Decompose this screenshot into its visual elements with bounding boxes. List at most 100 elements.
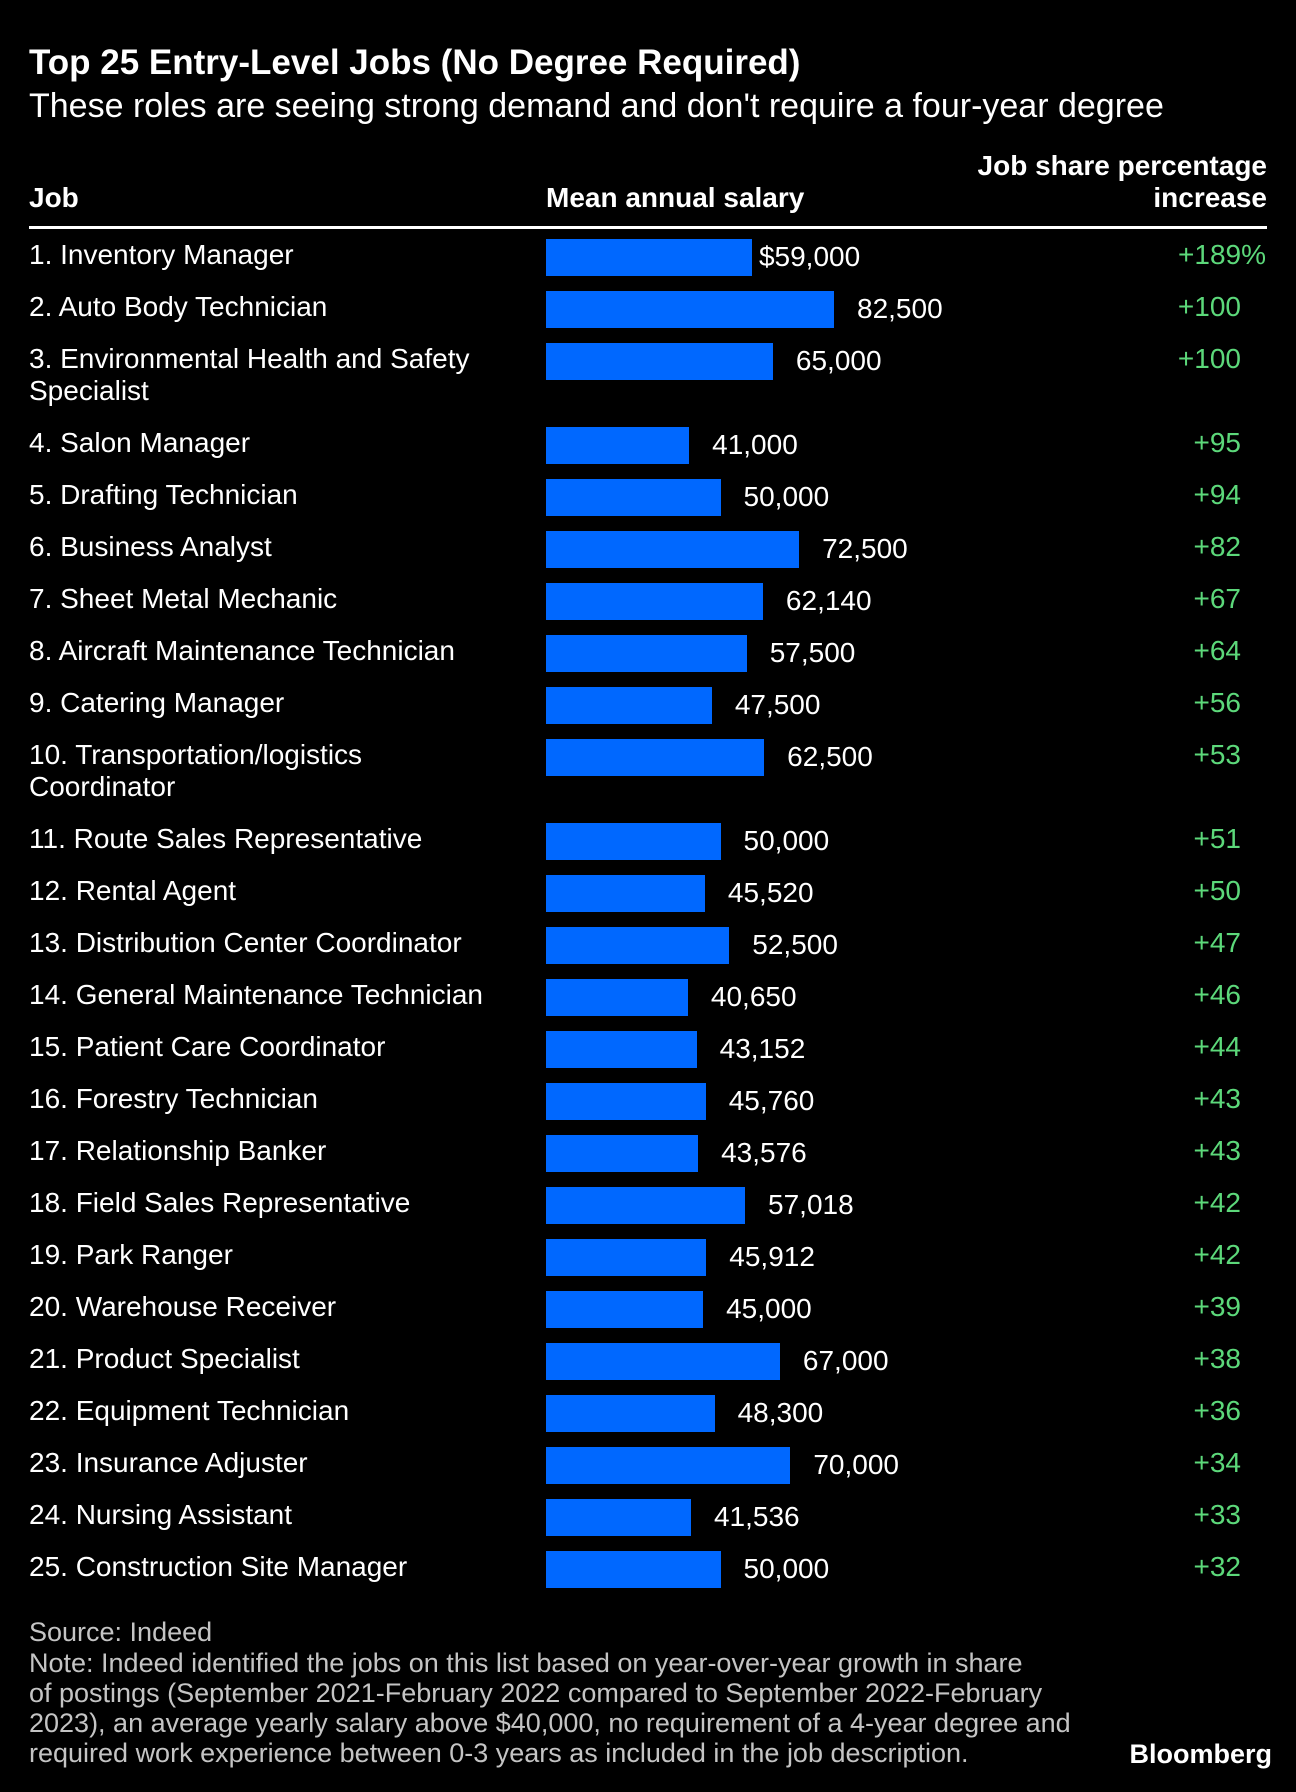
- increase-label: +38: [1193, 1343, 1242, 1374]
- table-row: 6. Business Analyst 72,500 +82: [0, 525, 1296, 577]
- increase-label: +43: [1193, 1083, 1242, 1114]
- increase-label: +44: [1193, 1031, 1242, 1062]
- salary-bar: [546, 427, 690, 464]
- salary-value-label: 48,300: [737, 1397, 824, 1428]
- job-label: 10. Transportation/logistics Coordinator: [29, 739, 363, 802]
- increase-label: +94: [1193, 479, 1242, 510]
- increase-label: +42: [1193, 1239, 1242, 1270]
- table-row: 4. Salon Manager 41,000 +95: [0, 421, 1296, 473]
- job-label: 11. Route Sales Representative: [29, 823, 423, 854]
- table-row: 23. Insurance Adjuster 70,000 +34: [0, 1441, 1296, 1493]
- chart-rows: 1. Inventory Manager $59,000 +189% 2. Auto …: [0, 233, 1296, 1597]
- increase-label: +51: [1193, 823, 1242, 854]
- table-row: 13. Distribution Center Coordinator 52,50…: [0, 921, 1296, 973]
- salary-value-label: 45,912: [729, 1241, 815, 1272]
- job-label: 8. Aircraft Maintenance Technician: [29, 635, 455, 666]
- increase-label: +46: [1193, 979, 1242, 1010]
- increase-label: +82: [1193, 531, 1242, 562]
- source-note: Source: Indeed: [29, 1617, 213, 1647]
- salary-bar: [546, 927, 730, 964]
- salary-bar: [546, 1031, 697, 1068]
- salary-value-label: 50,000: [743, 481, 830, 512]
- table-row: 3. Environmental Health and Safety Speci…: [0, 337, 1296, 421]
- table-row: 15. Patient Care Coordinator 43,152 +44: [0, 1025, 1296, 1077]
- salary-bar: [546, 1187, 746, 1224]
- header-divider: [29, 226, 1267, 229]
- salary-value-label: 45,520: [727, 877, 814, 908]
- increase-label: +50: [1193, 875, 1242, 906]
- table-row: 22. Equipment Technician 48,300 +36: [0, 1389, 1296, 1441]
- salary-value-label: 50,000: [743, 825, 830, 856]
- salary-value-label: 57,500: [769, 637, 856, 668]
- salary-value-label: 65,000: [795, 345, 882, 376]
- salary-bar: [546, 1083, 706, 1120]
- salary-bar: [546, 1499, 691, 1536]
- increase-label: +95: [1193, 427, 1242, 458]
- salary-bar: [546, 1447, 791, 1484]
- increase-label: +47: [1193, 927, 1242, 958]
- job-label: 17. Relationship Banker: [29, 1135, 327, 1166]
- table-row: 1. Inventory Manager $59,000 +189%: [0, 233, 1296, 285]
- salary-bar: [546, 979, 688, 1016]
- increase-label: +33: [1193, 1499, 1242, 1530]
- job-label: 19. Park Ranger: [29, 1239, 233, 1270]
- salary-bar: [546, 687, 712, 724]
- table-row: 11. Route Sales Representative 50,000 +51: [0, 817, 1296, 869]
- increase-label: +39: [1193, 1291, 1242, 1322]
- table-row: 20. Warehouse Receiver 45,000 +39: [0, 1285, 1296, 1337]
- salary-bar: [546, 1395, 715, 1432]
- salary-value-label: 41,536: [713, 1501, 800, 1532]
- methodology-note: Note: Indeed identified the jobs on this…: [29, 1648, 1071, 1768]
- salary-value-label: 67,000: [802, 1345, 889, 1376]
- salary-bar: [546, 1551, 721, 1588]
- job-label: 1. Inventory Manager: [29, 239, 294, 270]
- table-row: 17. Relationship Banker 43,576 +43: [0, 1129, 1296, 1181]
- column-header-job: Job: [29, 182, 79, 213]
- table-row: 2. Auto Body Technician 82,500 +100: [0, 285, 1296, 337]
- salary-value-label: 52,500: [752, 929, 838, 960]
- salary-bar: [546, 583, 763, 620]
- increase-label: +53: [1193, 739, 1242, 770]
- table-row: 25. Construction Site Manager 50,000 +32: [0, 1545, 1296, 1597]
- bloomberg-logo: Bloomberg: [1129, 1739, 1272, 1769]
- salary-bar: [546, 1291, 704, 1328]
- salary-bar: [546, 1239, 707, 1276]
- table-row: 9. Catering Manager 47,500 +56: [0, 681, 1296, 733]
- salary-bar: [546, 1135, 699, 1172]
- salary-bar: [546, 875, 705, 912]
- increase-label: +34: [1193, 1447, 1242, 1478]
- job-label: 2. Auto Body Technician: [29, 291, 328, 322]
- salary-value-label: 41,000: [712, 429, 798, 460]
- increase-label: +100: [1177, 343, 1241, 374]
- salary-value-label: 57,018: [768, 1189, 854, 1220]
- increase-label: +64: [1193, 635, 1242, 666]
- salary-value-label: 45,000: [726, 1293, 812, 1324]
- salary-bar: [546, 343, 773, 380]
- job-label: 12. Rental Agent: [29, 875, 237, 906]
- table-row: 12. Rental Agent 45,520 +50: [0, 869, 1296, 921]
- salary-value-label: 70,000: [813, 1449, 899, 1480]
- increase-label: +56: [1193, 687, 1242, 718]
- salary-value-label: 43,576: [721, 1137, 807, 1168]
- table-row: 16. Forestry Technician 45,760 +43: [0, 1077, 1296, 1129]
- job-label: 9. Catering Manager: [29, 687, 285, 718]
- job-label: 16. Forestry Technician: [29, 1083, 318, 1114]
- salary-bar: [546, 1343, 780, 1380]
- job-label: 7. Sheet Metal Mechanic: [29, 583, 338, 614]
- job-label: 23. Insurance Adjuster: [29, 1447, 308, 1478]
- increase-label: +67: [1193, 583, 1242, 614]
- increase-label: +43: [1193, 1135, 1242, 1166]
- salary-value-label: $59,000: [758, 241, 861, 272]
- table-row: 14. General Maintenance Technician 40,650…: [0, 973, 1296, 1025]
- job-label: 18. Field Sales Representative: [29, 1187, 411, 1218]
- increase-label: +42: [1193, 1187, 1242, 1218]
- chart-title: Top 25 Entry-Level Jobs (No Degree Requi…: [29, 43, 801, 82]
- job-label: 4. Salon Manager: [29, 427, 251, 458]
- job-label: 15. Patient Care Coordinator: [29, 1031, 386, 1062]
- job-label: 13. Distribution Center Coordinator: [29, 927, 462, 958]
- increase-label: +189%: [1178, 239, 1266, 270]
- job-label: 5. Drafting Technician: [29, 479, 298, 510]
- increase-label: +32: [1193, 1551, 1242, 1582]
- job-label: 14. General Maintenance Technician: [29, 979, 484, 1010]
- job-label: 24. Nursing Assistant: [29, 1499, 293, 1530]
